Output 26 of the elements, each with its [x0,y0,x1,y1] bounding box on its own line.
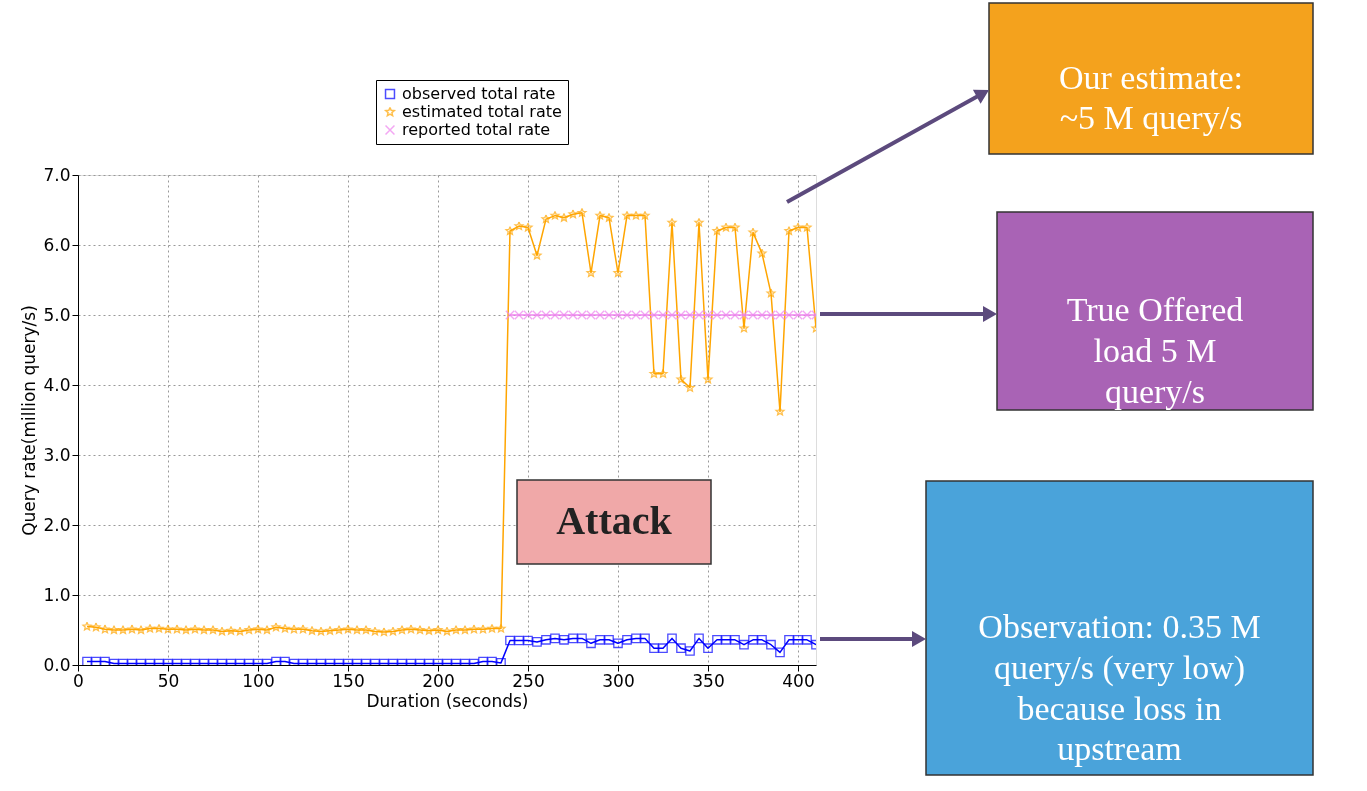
y-tick-label: 0.0 [43,654,71,675]
text: Our estimate: ~5 M query/s [1058,58,1244,137]
x-tick-label: 0 [73,670,84,691]
legend-label: observed total rate [402,84,556,103]
y-tick-label: 3.0 [43,444,71,465]
y-tick-label: 4.0 [43,374,71,395]
legend-label: estimated total rate [402,102,562,121]
annotation: Attack [556,498,673,543]
y-tick-label: 2.0 [43,514,71,535]
x-tick-label: 300 [602,670,635,691]
x-tick-label: 250 [512,670,545,691]
x-tick-label: 150 [332,670,365,691]
text: Observation: 0.35 M query/s (very low) because loss in upstream [978,608,1261,768]
legend-label: reported total rate [402,120,551,139]
y-tick-label: 7.0 [43,164,71,185]
x-axis-title: Duration (seconds) [366,690,529,711]
x-tick-label: 50 [157,670,180,691]
x-tick-label: 100 [242,670,275,691]
y-tick-label: 6.0 [43,234,71,255]
x-tick-label: 350 [692,670,725,691]
x-tick-label: 200 [422,670,455,691]
y-tick-label: 5.0 [43,304,71,325]
y-axis-title: Query rate(million query/s) [19,305,40,536]
y-tick-label: 1.0 [43,584,71,605]
text: True Offered load 5 M query/s [1066,291,1244,410]
x-tick-label: 400 [782,670,815,691]
